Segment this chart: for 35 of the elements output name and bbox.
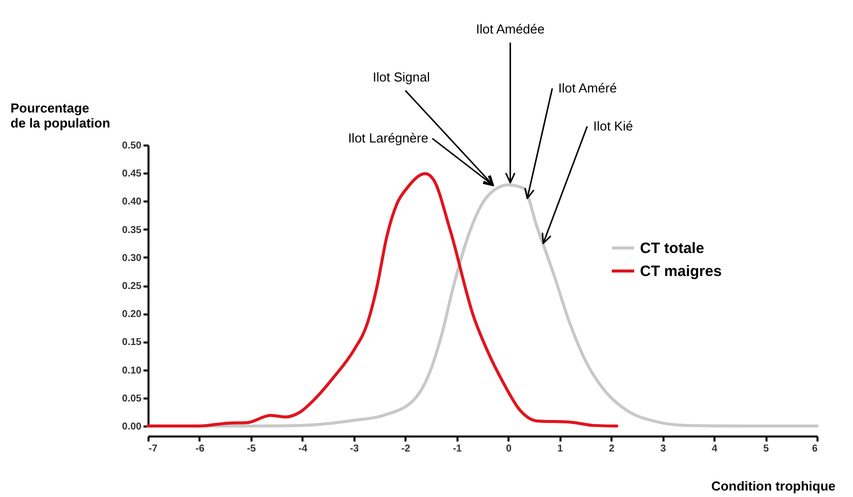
y-tick-label: 0.40 (122, 196, 142, 208)
y-tick-label: 0.45 (122, 168, 142, 180)
y-tick-label: 0.20 (122, 309, 142, 320)
annotation: Ilot Amédée (476, 22, 545, 37)
y-tick-label: 0.00 (122, 422, 142, 432)
y-tick-label: 0.35 (122, 224, 142, 236)
line-series (146, 172, 618, 428)
x-tick-label: 0 (506, 444, 512, 454)
x-tick-label: -4 (298, 444, 308, 454)
y-tick-label: 0.50 (122, 140, 142, 152)
x-tick-label: 3 (660, 444, 666, 454)
x-tick-label: -5 (246, 444, 256, 454)
y-tick-label: 0.15 (122, 337, 142, 348)
x-tick-label: 2 (608, 444, 615, 454)
annotation: Ilot Améré (558, 80, 617, 96)
y-tick-label: 0.05 (122, 393, 142, 404)
legend-label: CT totale (640, 240, 704, 257)
y-tick-label: 0.25 (122, 281, 142, 292)
y-axis-title: Pourcentage de la population (10, 100, 110, 130)
y-tick-label: 0.10 (122, 365, 142, 376)
x-tick-label: 5 (763, 444, 770, 454)
annotation: Ilot Signal (372, 69, 430, 84)
x-tick-label: -1 (452, 444, 462, 454)
legend-label: CT maigres (640, 263, 722, 280)
x-tick-label: 6 (812, 444, 818, 454)
x-tick-label: 1 (557, 444, 564, 454)
x-tick-label: -7 (148, 444, 158, 454)
y-tick-label: 0.30 (122, 252, 142, 264)
x-tick-label: -6 (196, 444, 205, 454)
annotation: Ilot Larégnère (348, 130, 428, 146)
x-tick-label: 4 (712, 444, 718, 454)
annotation: Ilot Kié (593, 118, 633, 134)
x-axis-title: Condition trophique (711, 478, 836, 494)
x-tick-label: -2 (401, 444, 411, 454)
x-tick-label: -3 (350, 444, 360, 454)
